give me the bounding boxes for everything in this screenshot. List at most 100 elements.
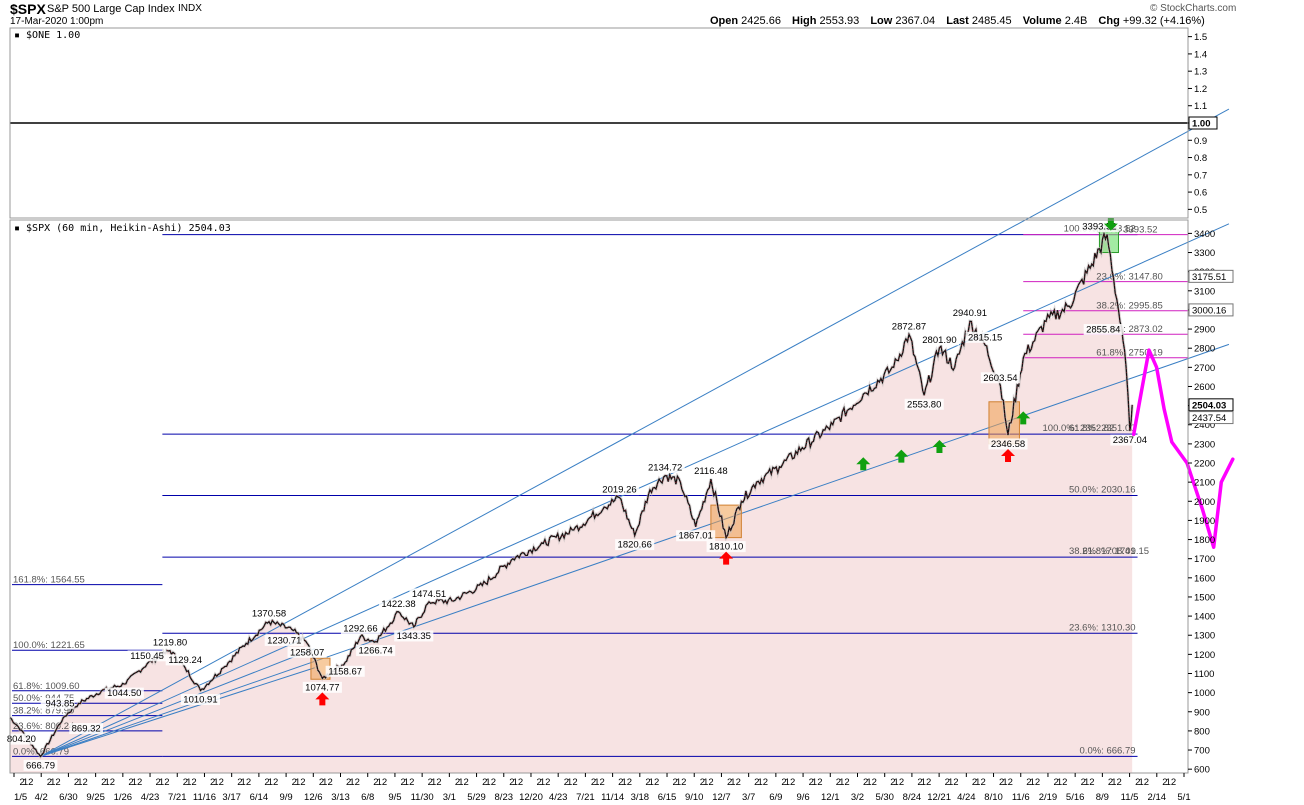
x-subtick-label: 2 xyxy=(645,777,650,788)
x-tick-label: 8/9 xyxy=(1096,792,1109,803)
x-subtick-label: 12 xyxy=(540,777,551,788)
security-name: S&P 500 Large Cap Index xyxy=(47,3,175,15)
main-y-tick-label: 2700 xyxy=(1194,363,1215,374)
price-label-layer: ▪ $ONE 1.00 804.20 666.79 943.85 869.32 1044.… xyxy=(4,30,1150,771)
x-subtick-label: 2 xyxy=(292,777,297,788)
x-subtick-label: 2 xyxy=(1081,777,1086,788)
price-label-bg xyxy=(394,630,434,642)
fib-label-major: 61.8%: 2351.00 xyxy=(1069,423,1136,434)
price-label: 2553.80 xyxy=(907,399,941,410)
x-subtick-label: 12 xyxy=(921,777,932,788)
x-tick-label: 8/23 xyxy=(495,792,514,803)
x-subtick-label: 2 xyxy=(346,777,351,788)
x-tick-label: 4/23 xyxy=(549,792,568,803)
upper-legend: ▪ $ONE 1.00 xyxy=(14,30,80,41)
price-label-bg xyxy=(599,484,640,496)
x-subtick-label: 2 xyxy=(183,777,188,788)
x-subtick-label: 12 xyxy=(431,777,442,788)
x-subtick-label: 12 xyxy=(785,777,796,788)
fib-label-minor: 38.2%: 879.90 xyxy=(13,706,74,717)
main-y-tick-label: 1700 xyxy=(1194,554,1215,565)
price-label: 2815.15 xyxy=(968,332,1002,343)
upper-y-tick-label: 0.8 xyxy=(1194,153,1207,164)
x-subtick-label: 2 xyxy=(1108,777,1113,788)
price-label-bg xyxy=(378,598,419,610)
price-label-bg xyxy=(340,623,380,635)
x-tick-label: 12/21 xyxy=(927,792,951,803)
x-tick-label: 9/9 xyxy=(279,792,292,803)
projection-layer xyxy=(1131,348,1235,549)
fib-label-recent: 38.2%: 2995.85 xyxy=(1096,301,1163,312)
price-label-bg xyxy=(127,650,167,662)
ohlc-summary: Open 2425.66 High 2553.93 Low 2367.04 La… xyxy=(710,15,1213,27)
x-tick-label: 6/30 xyxy=(59,792,78,803)
x-subtick-label: 12 xyxy=(104,777,115,788)
x-tick-label: 2/14 xyxy=(1148,792,1167,803)
x-subtick-label: 2 xyxy=(319,777,324,788)
x-subtick-label: 12 xyxy=(812,777,823,788)
x-tick-label: 6/8 xyxy=(361,792,374,803)
timestamp: 17-Mar-2020 1:00pm xyxy=(10,16,104,27)
upper-y-tick-label: 0.9 xyxy=(1194,136,1207,147)
copyright-notice[interactable]: © StockCharts.com xyxy=(1150,3,1237,14)
x-tick-label: 1/5 xyxy=(14,792,27,803)
x-subtick-label: 2 xyxy=(455,777,460,788)
main-y-tick-label: 700 xyxy=(1194,746,1210,757)
x-subtick-label: 2 xyxy=(863,777,868,788)
fib-label-minor: 100.0%: 1221.65 xyxy=(13,640,85,651)
price-label-bg xyxy=(4,733,39,745)
price-label-bg xyxy=(249,608,289,620)
x-tick-label: 12/6 xyxy=(304,792,323,803)
x-subtick-label: 2 xyxy=(536,777,541,788)
chart-header: $SPX S&P 500 Large Cap Index INDX 17-Mar… xyxy=(0,0,1304,28)
x-subtick-label: 12 xyxy=(1138,777,1149,788)
x-subtick-label: 2 xyxy=(999,777,1004,788)
x-subtick-label: 2 xyxy=(618,777,623,788)
main-y-tick-label: 1900 xyxy=(1194,516,1215,527)
price-label: 1820.66 xyxy=(618,540,652,551)
main-y-tick-label: 2800 xyxy=(1194,344,1215,355)
price-label: 666.79 xyxy=(26,760,55,771)
price-label: 1258.07 xyxy=(290,647,324,658)
main-y-tick-label: 2600 xyxy=(1194,382,1215,393)
x-subtick-label: 12 xyxy=(676,777,687,788)
x-tick-label: 7/21 xyxy=(168,792,187,803)
price-tag xyxy=(1188,398,1234,412)
price-label-bg xyxy=(965,331,1005,343)
price-label-bg xyxy=(1079,221,1119,233)
x-subtick-label: 12 xyxy=(621,777,632,788)
x-tick-label: 5/29 xyxy=(467,792,486,803)
price-label-bg xyxy=(980,372,1020,384)
x-tick-label: 8/24 xyxy=(903,792,922,803)
ohlc-value-last: 2485.45 xyxy=(971,15,1015,27)
fib-overlap-label: 61.8%: 1709.15 xyxy=(1083,546,1150,557)
x-tick-label: 5/16 xyxy=(1066,792,1085,803)
x-subtick-label: 12 xyxy=(349,777,360,788)
x-tick-label: 8/10 xyxy=(984,792,1003,803)
price-label-bg xyxy=(150,637,190,649)
x-tick-label: 12/1 xyxy=(821,792,840,803)
fib-overlap-label: 100.0%: 2352.82 xyxy=(1043,423,1115,434)
fib-label-recent: 23.6%: 3147.80 xyxy=(1096,272,1163,283)
price-label-bg xyxy=(1083,324,1123,336)
x-subtick-label: 2 xyxy=(156,777,161,788)
ohlc-value-high: 2553.93 xyxy=(819,15,863,27)
price-label-bg xyxy=(691,465,731,477)
x-tick-label: 9/6 xyxy=(796,792,809,803)
fib-label-minor: 161.8%: 1564.55 xyxy=(13,575,85,586)
price-series-layer xyxy=(8,228,1134,760)
x-subtick-label: 2 xyxy=(128,777,133,788)
x-subtick-label: 12 xyxy=(322,777,333,788)
price-tag-text: 2437.54 xyxy=(1192,413,1226,424)
price-tag xyxy=(1188,269,1234,283)
ohlc-label-high: High xyxy=(792,15,820,27)
price-label-bg xyxy=(180,694,221,706)
x-subtick-label: 12 xyxy=(186,777,197,788)
x-tick-label: 9/25 xyxy=(86,792,105,803)
main-legend: ▪ $SPX (60 min, Heikin-Ashi) 2504.03 xyxy=(14,223,231,234)
x-tick-label: 4/2 xyxy=(35,792,48,803)
price-label: 1343.35 xyxy=(397,631,431,642)
x-subtick-label: 12 xyxy=(404,777,415,788)
